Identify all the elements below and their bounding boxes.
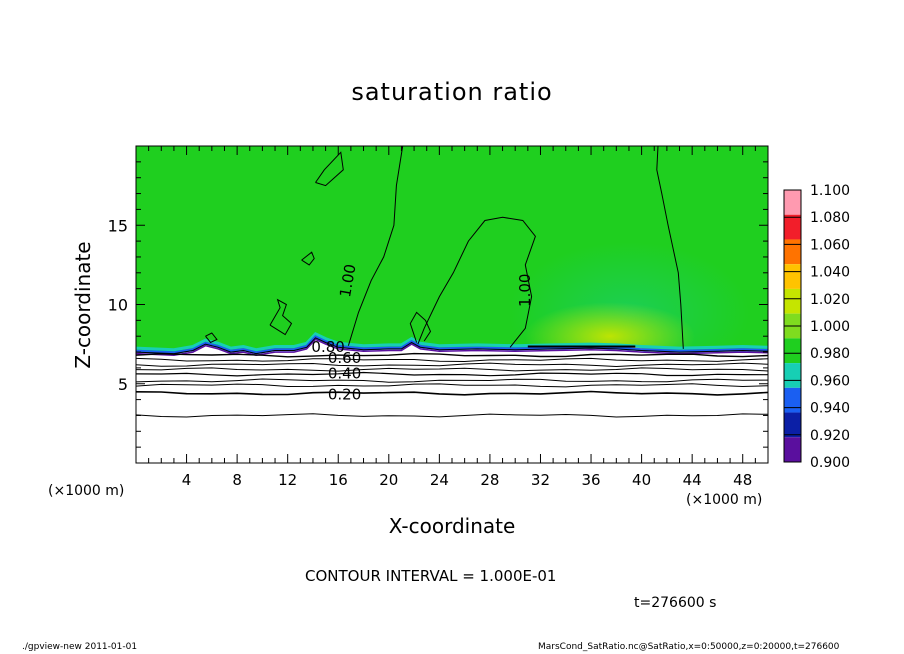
- edge-cyan: [136, 331, 768, 352]
- plot-area: 1.00 1.00 0.800.600.40 0.20: [136, 146, 768, 463]
- colorbar-swatch: [784, 288, 801, 314]
- colorbar-label: 0.940: [810, 401, 850, 417]
- x-tick-label: 8: [232, 471, 242, 489]
- contour-line: [136, 378, 768, 383]
- colorbar-label: 1.100: [810, 183, 850, 199]
- contour-line-1-00: [417, 216, 536, 348]
- contour-label: 1.00: [516, 274, 534, 307]
- x-unit-label-left: (×1000 m): [48, 483, 125, 499]
- x-tick-label: 48: [733, 471, 752, 489]
- contour-line: [136, 413, 768, 418]
- edge-blue: [136, 335, 768, 355]
- footer-program-date: ./gpview-new 2011-01-01: [22, 642, 138, 652]
- colorbar-label: 0.960: [810, 373, 850, 389]
- time-stamp: t=276600 s: [634, 595, 717, 611]
- x-tick-label: 24: [430, 471, 449, 489]
- colorbar-swatch: [784, 363, 801, 388]
- colorbar-swatch: [784, 387, 801, 413]
- y-tick-label: 15: [108, 216, 128, 235]
- colorbar-label: 1.000: [810, 319, 850, 335]
- contour-line-1-00: [347, 146, 404, 346]
- colorbar-label: 1.040: [810, 265, 850, 281]
- colorbar-swatch: [784, 412, 801, 438]
- colorbar-swatch: [784, 264, 801, 289]
- colorbar-label: 0.980: [810, 346, 850, 362]
- y-tick-label: 5: [118, 375, 128, 394]
- contour-line-1-00: [409, 311, 432, 343]
- contour-line-1-00: [656, 146, 684, 349]
- contour-line-interface: [136, 337, 768, 355]
- x-unit-label-right: (×1000 m): [686, 492, 763, 508]
- x-tick-label: 44: [683, 471, 702, 489]
- x-tick-label: 28: [480, 471, 499, 489]
- subsaturated-region: [136, 337, 768, 463]
- contour-line: [136, 383, 768, 388]
- contour-line: [136, 371, 768, 377]
- contour-line: [136, 352, 768, 358]
- x-tick-label: 40: [632, 471, 651, 489]
- x-axis-label: X-coordinate: [388, 514, 516, 538]
- chart-title: saturation ratio: [351, 78, 553, 106]
- colorbar-swatch: [784, 214, 801, 240]
- contour-interval-note: CONTOUR INTERVAL = 1.000E-01: [305, 567, 557, 585]
- x-tick-label: 16: [329, 471, 348, 489]
- contour-label: 0.60: [328, 349, 361, 367]
- contour-label: 0.20: [328, 385, 361, 403]
- contour-line-1-00: [315, 151, 344, 187]
- x-tick-label: 12: [278, 471, 297, 489]
- contour-line-1-00: [301, 251, 315, 266]
- contour-line-1-00: [269, 298, 293, 336]
- colorbar-swatch: [784, 239, 801, 265]
- contour-label: 1.00: [336, 263, 360, 299]
- x-tick-label: 4: [182, 471, 192, 489]
- contour-line: [136, 362, 768, 368]
- edge-purple: [136, 338, 768, 356]
- colorbar-label: 0.920: [810, 428, 850, 444]
- x-tick-label: 36: [581, 471, 600, 489]
- y-tick-label: 10: [108, 296, 128, 315]
- colorbar-label: 1.080: [810, 210, 850, 226]
- colorbar: 1.100 1.080 1.060 1.040 1.020 1.000 0.980 0.960…: [783, 183, 850, 471]
- x-tick-label: 20: [379, 471, 398, 489]
- field-group: 1.00 1.00 0.800.600.40 0.20: [136, 146, 768, 463]
- footer-source: MarsCond_SatRatio.nc@SatRatio,x=0:50000,…: [538, 642, 840, 652]
- contour-line: [136, 357, 768, 363]
- colorbar-label: 1.060: [810, 237, 850, 253]
- contour-label: 0.80: [311, 338, 344, 356]
- colorbar-swatch: [784, 190, 801, 215]
- contour-line: [136, 390, 768, 396]
- colorbar-label: 1.020: [810, 292, 850, 308]
- colorbar-swatch: [784, 437, 801, 462]
- x-tick-label: 32: [531, 471, 550, 489]
- y-axis-label: Z-coordinate: [71, 241, 95, 369]
- contour-line: [136, 367, 768, 372]
- contour-label: 0.40: [328, 365, 361, 383]
- colorbar-swatch: [784, 338, 801, 364]
- colorbar-label: 0.900: [810, 455, 850, 471]
- contour-line-1-00: [205, 332, 218, 344]
